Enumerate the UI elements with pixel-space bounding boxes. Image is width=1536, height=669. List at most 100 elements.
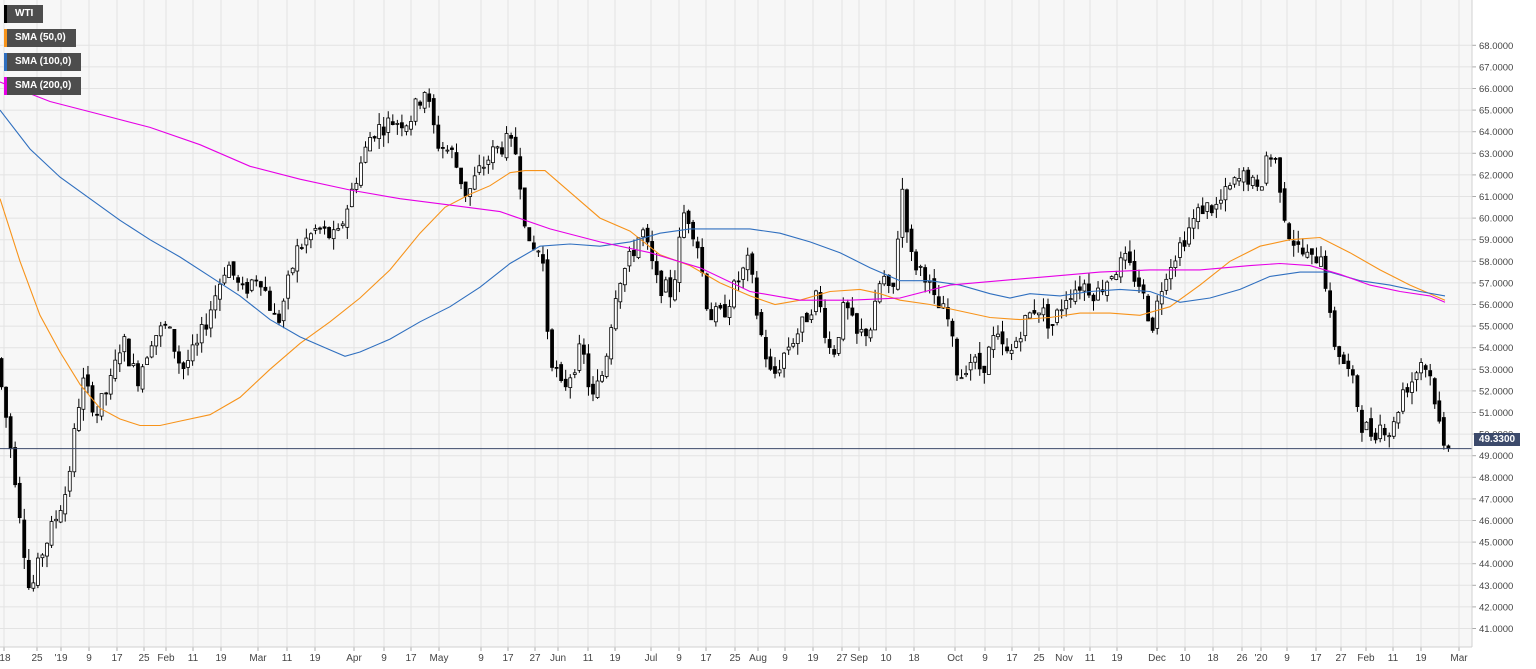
y-tick-label: 66.0000	[1479, 84, 1513, 95]
candle-up	[577, 343, 582, 371]
candle-down	[463, 181, 468, 197]
candle-up	[814, 290, 818, 312]
candle-down	[459, 167, 463, 185]
candle-down	[431, 98, 436, 126]
candle-down	[1428, 370, 1433, 377]
candle-down	[645, 227, 650, 243]
candle-down	[509, 135, 514, 139]
candle-up	[481, 166, 486, 169]
x-tick-label: 9	[982, 653, 988, 664]
candle-down	[1405, 387, 1410, 393]
candle-down	[531, 242, 536, 250]
candle-down	[1314, 256, 1319, 264]
x-tick-label: 17	[111, 653, 123, 664]
candle-up	[536, 250, 541, 253]
candle-down	[8, 416, 13, 450]
candle-down	[773, 366, 777, 374]
candle-up	[627, 250, 632, 267]
candle-down	[1382, 427, 1387, 436]
y-tick-label: 48.0000	[1479, 473, 1513, 484]
legend-sma200[interactable]: SMA (200,0)	[4, 77, 82, 95]
legend-wti[interactable]: WTI	[4, 5, 44, 23]
candle-down	[1278, 157, 1282, 193]
x-tick-label: 19	[1415, 653, 1427, 664]
candle-down	[318, 227, 322, 230]
x-tick-label: 17	[700, 653, 712, 664]
candle-up	[809, 314, 814, 320]
candle-down	[268, 290, 272, 311]
candle-up	[304, 237, 309, 246]
x-tick-label: 9	[86, 653, 92, 664]
candle-up	[167, 326, 172, 329]
candle-down	[500, 147, 504, 155]
candle-up	[504, 133, 509, 159]
candle-up	[1396, 412, 1401, 424]
y-tick-label: 63.0000	[1479, 149, 1513, 160]
candle-up	[217, 283, 222, 300]
candle-down	[804, 312, 809, 323]
candle-up	[227, 264, 231, 278]
candle-down	[13, 447, 18, 486]
candle-up	[1241, 170, 1246, 183]
candle-up	[377, 124, 382, 139]
candle-up	[882, 275, 887, 285]
y-tick-label: 57.0000	[1479, 278, 1513, 289]
candle-down	[686, 210, 691, 225]
candle-down	[104, 392, 109, 395]
x-tick-label: Feb	[1357, 653, 1375, 664]
candle-down	[845, 302, 850, 309]
candle-up	[486, 159, 491, 165]
candle-down	[22, 519, 27, 558]
y-tick-label: 54.0000	[1479, 343, 1513, 354]
candle-down	[454, 152, 459, 168]
candle-up	[1232, 177, 1237, 185]
candle-up	[1068, 298, 1073, 300]
candle-up	[386, 117, 391, 133]
candle-down	[263, 286, 268, 291]
candle-down	[1209, 205, 1214, 214]
candle-up	[145, 357, 150, 365]
candle-up	[58, 510, 63, 523]
x-tick-label: Dec	[1148, 653, 1166, 664]
candle-down	[17, 482, 22, 518]
candle-down	[1200, 205, 1205, 215]
candle-up	[873, 300, 877, 331]
candle-up	[140, 366, 145, 390]
x-tick-label: 17	[405, 653, 417, 664]
candle-up	[1155, 300, 1160, 329]
candle-up	[782, 352, 786, 369]
legend-sma50[interactable]: SMA (50,0)	[4, 29, 76, 47]
candle-up	[422, 92, 427, 109]
candle-down	[1350, 369, 1355, 376]
candle-up	[477, 165, 482, 173]
candle-up	[1214, 203, 1219, 210]
sma-line	[0, 81, 1446, 303]
candle-down	[254, 279, 259, 282]
candle-up	[900, 188, 905, 238]
candle-down	[1091, 294, 1096, 302]
candle-up	[663, 279, 668, 293]
candle-down	[240, 283, 245, 286]
candle-down	[1269, 157, 1273, 160]
candle-up	[1378, 424, 1383, 440]
candle-up	[308, 233, 313, 241]
x-tick-label: Sep	[850, 653, 868, 664]
x-tick-label: 11	[583, 653, 594, 664]
candle-up	[36, 557, 40, 586]
candle-down	[855, 313, 859, 334]
candle-down	[1332, 310, 1337, 347]
candle-down	[1137, 277, 1141, 287]
candle-up	[677, 236, 682, 283]
candle-down	[541, 254, 545, 264]
x-tick-label: 27	[529, 653, 541, 664]
x-tick-label: 9	[782, 653, 788, 664]
candle-down	[418, 101, 423, 106]
candle-up	[409, 121, 413, 130]
legend-sma100[interactable]: SMA (100,0)	[4, 53, 82, 71]
x-tick-label: 27	[836, 653, 848, 664]
candle-up	[1187, 227, 1191, 245]
candle-up	[72, 428, 77, 473]
candle-up	[618, 283, 623, 303]
candle-down	[181, 362, 186, 369]
candle-up	[108, 375, 113, 395]
